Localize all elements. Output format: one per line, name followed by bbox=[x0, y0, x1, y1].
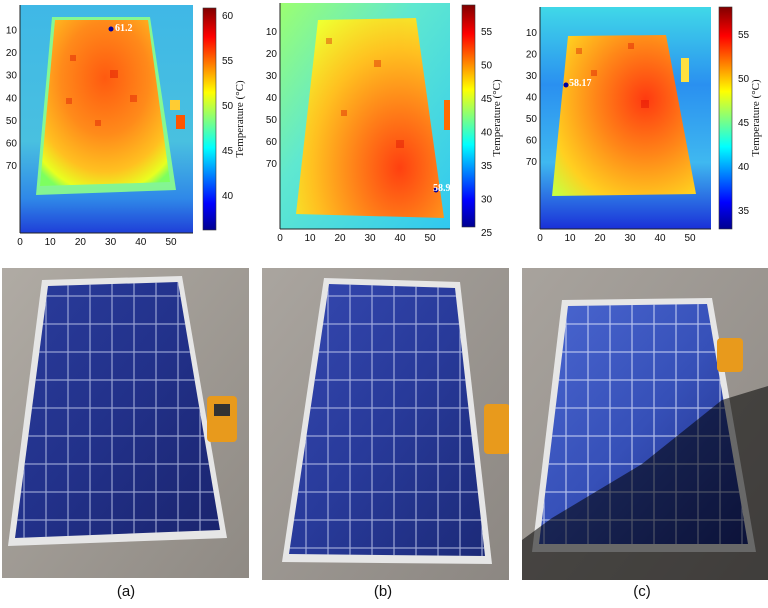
colorbar-tick-label: 55 bbox=[481, 27, 493, 38]
panel-thermal bbox=[296, 18, 444, 218]
caption-b: (b) bbox=[373, 583, 393, 600]
x-tick-label: 20 bbox=[75, 237, 87, 248]
meter-device bbox=[717, 338, 743, 372]
colorbar-tick-label: 35 bbox=[738, 206, 750, 217]
colorbar-tick-label: 35 bbox=[481, 161, 493, 172]
y-tick-label: 30 bbox=[526, 71, 538, 82]
colorbar-a bbox=[202, 7, 217, 231]
thermal-image-a: 61.2 0 10 20 30 40 50 10 20 30 40 50 60 70 60 55 50 45… bbox=[0, 0, 250, 255]
y-tick-label: 70 bbox=[526, 157, 538, 168]
y-tick-label: 70 bbox=[6, 161, 18, 172]
y-tick-label: 40 bbox=[266, 93, 278, 104]
thermal-image-c: 58.17 0 10 20 30 40 50 10 20 30 40 50 60 70 55 50 45 4… bbox=[516, 0, 768, 255]
colorbar-tick-label: 50 bbox=[738, 74, 750, 85]
y-tick-label: 50 bbox=[526, 114, 538, 125]
x-tick-label: 0 bbox=[17, 237, 23, 248]
y-tick-label: 10 bbox=[6, 26, 18, 37]
y-tick-label: 40 bbox=[6, 93, 18, 104]
x-tick-label: 50 bbox=[684, 233, 696, 244]
x-tick-label: 0 bbox=[537, 233, 543, 244]
hotspot-label-b: 58.9 bbox=[433, 183, 451, 194]
x-tick-label: 30 bbox=[105, 237, 117, 248]
y-tick-label: 50 bbox=[266, 115, 278, 126]
colorbar-tick-label: 55 bbox=[222, 56, 234, 67]
x-tick-label: 40 bbox=[135, 237, 147, 248]
hotspot-marker-c bbox=[563, 82, 569, 88]
panel-thermal bbox=[40, 20, 170, 186]
colorbar-tick-label: 45 bbox=[481, 94, 493, 105]
y-tick-label: 60 bbox=[266, 137, 278, 148]
x-tick-label: 50 bbox=[424, 233, 436, 244]
caption-a: (a) bbox=[116, 583, 136, 600]
y-tick-label: 10 bbox=[526, 28, 538, 39]
x-tick-label: 10 bbox=[564, 233, 576, 244]
y-tick-label: 20 bbox=[6, 48, 18, 59]
colorbar-b bbox=[461, 4, 476, 228]
colorbar-tick-label: 60 bbox=[222, 11, 234, 22]
x-tick-label: 0 bbox=[277, 233, 283, 244]
panel-thermal bbox=[552, 35, 696, 196]
x-tick-label: 10 bbox=[304, 233, 316, 244]
meter-device bbox=[484, 404, 509, 454]
y-tick-label: 20 bbox=[266, 49, 278, 60]
colorbar-tick-label: 50 bbox=[222, 101, 234, 112]
sensor-spot bbox=[444, 100, 450, 130]
colorbar-tick-label: 45 bbox=[738, 118, 750, 129]
colorbar-tick-label: 30 bbox=[481, 195, 493, 206]
colorbar-label-c: Temperature (°C) bbox=[750, 79, 762, 157]
x-tick-label: 10 bbox=[45, 237, 57, 248]
sensor-spot bbox=[681, 58, 689, 82]
thermal-plot-c: 58.17 0 10 20 30 40 50 10 20 30 40 50 60 70 55 50 45 4… bbox=[526, 6, 762, 244]
photo-c bbox=[522, 268, 768, 580]
colorbar-label-a: Temperature (°C) bbox=[234, 80, 246, 158]
colorbar-tick-label: 40 bbox=[222, 191, 234, 202]
y-tick-label: 20 bbox=[526, 50, 538, 61]
sensor-spot bbox=[176, 115, 185, 129]
hotspot-marker-a bbox=[108, 26, 114, 32]
x-tick-label: 30 bbox=[364, 233, 376, 244]
x-tick-label: 40 bbox=[654, 233, 666, 244]
photo-a bbox=[2, 268, 249, 578]
x-tick-label: 20 bbox=[594, 233, 606, 244]
colorbar-tick-label: 25 bbox=[481, 228, 493, 239]
x-tick-label: 50 bbox=[165, 237, 177, 248]
y-tick-label: 60 bbox=[6, 139, 18, 150]
y-tick-label: 10 bbox=[266, 27, 278, 38]
hotspot-marker-b bbox=[433, 187, 439, 193]
colorbar-tick-label: 50 bbox=[481, 61, 493, 72]
meter-device bbox=[207, 396, 237, 442]
caption-c: (c) bbox=[633, 583, 651, 600]
colorbar-label-b: Temperature (°C) bbox=[491, 79, 503, 157]
hotspot-label-a: 61.2 bbox=[115, 23, 133, 34]
colorbar-tick-label: 40 bbox=[738, 162, 750, 173]
colorbar-c bbox=[718, 6, 733, 230]
y-tick-label: 70 bbox=[266, 159, 278, 170]
sensor-spot bbox=[170, 100, 180, 110]
y-tick-label: 30 bbox=[6, 71, 18, 82]
thermal-plot-b: 58.9 0 10 20 30 40 50 10 20 30 40 50 60 70 55 50 45 40… bbox=[266, 3, 503, 244]
colorbar-tick-label: 45 bbox=[222, 146, 234, 157]
x-tick-label: 30 bbox=[624, 233, 636, 244]
colorbar-tick-label: 40 bbox=[481, 128, 493, 139]
y-tick-label: 50 bbox=[6, 116, 18, 127]
y-tick-label: 40 bbox=[526, 93, 538, 104]
y-tick-label: 30 bbox=[266, 71, 278, 82]
thermal-plot-a: 61.2 0 10 20 30 40 50 10 20 30 40 50 60 70 60 55 50 45… bbox=[6, 5, 246, 248]
thermal-image-b: 58.9 0 10 20 30 40 50 10 20 30 40 50 60 70 55 50 45 40… bbox=[256, 0, 512, 255]
photo-b bbox=[262, 268, 509, 580]
shadow bbox=[522, 386, 768, 580]
x-tick-label: 20 bbox=[334, 233, 346, 244]
y-tick-label: 60 bbox=[526, 136, 538, 147]
colorbar-tick-label: 55 bbox=[738, 30, 750, 41]
x-tick-label: 40 bbox=[394, 233, 406, 244]
hotspot-label-c: 58.17 bbox=[569, 78, 592, 89]
